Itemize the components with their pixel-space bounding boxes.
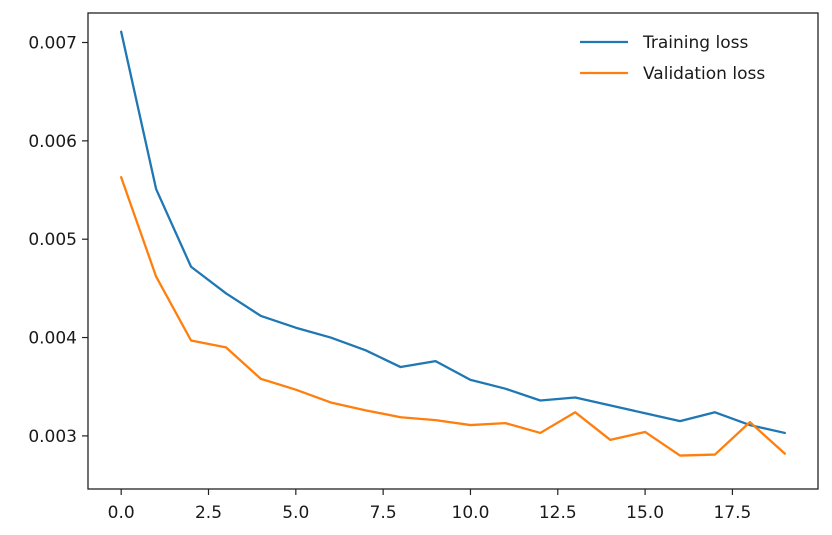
x-tick-label: 7.5 — [370, 503, 397, 523]
series-layer — [120, 30, 786, 457]
x-tick-label: 0.0 — [108, 503, 135, 523]
x-tick-label: 5.0 — [282, 503, 309, 523]
x-tick-label: 17.5 — [713, 503, 751, 523]
x-tick-label: 15.0 — [626, 503, 664, 523]
y-tick-label: 0.003 — [28, 427, 77, 447]
series-line-training-loss — [120, 30, 786, 435]
x-axis: 0.0 2.5 5.0 7.5 10.0 12.5 15.0 17.5 — [108, 489, 751, 523]
x-tick-label: 10.0 — [452, 503, 490, 523]
plot-frame — [87, 12, 819, 490]
x-tick-label: 12.5 — [539, 503, 577, 523]
plot-area — [88, 13, 818, 489]
y-tick-label: 0.006 — [28, 132, 77, 152]
x-tick-label: 2.5 — [195, 503, 222, 523]
legend-label-training-loss: Training loss — [642, 33, 748, 53]
y-tick-label: 0.005 — [28, 230, 77, 250]
y-axis: 0.003 0.004 0.005 0.006 0.007 — [28, 34, 88, 447]
y-tick-label: 0.004 — [28, 329, 77, 349]
series-line-validation-loss — [120, 176, 786, 457]
y-tick-label: 0.007 — [28, 34, 77, 54]
legend-label-validation-loss: Validation loss — [643, 64, 765, 84]
legend: Training loss Validation loss — [580, 33, 765, 84]
